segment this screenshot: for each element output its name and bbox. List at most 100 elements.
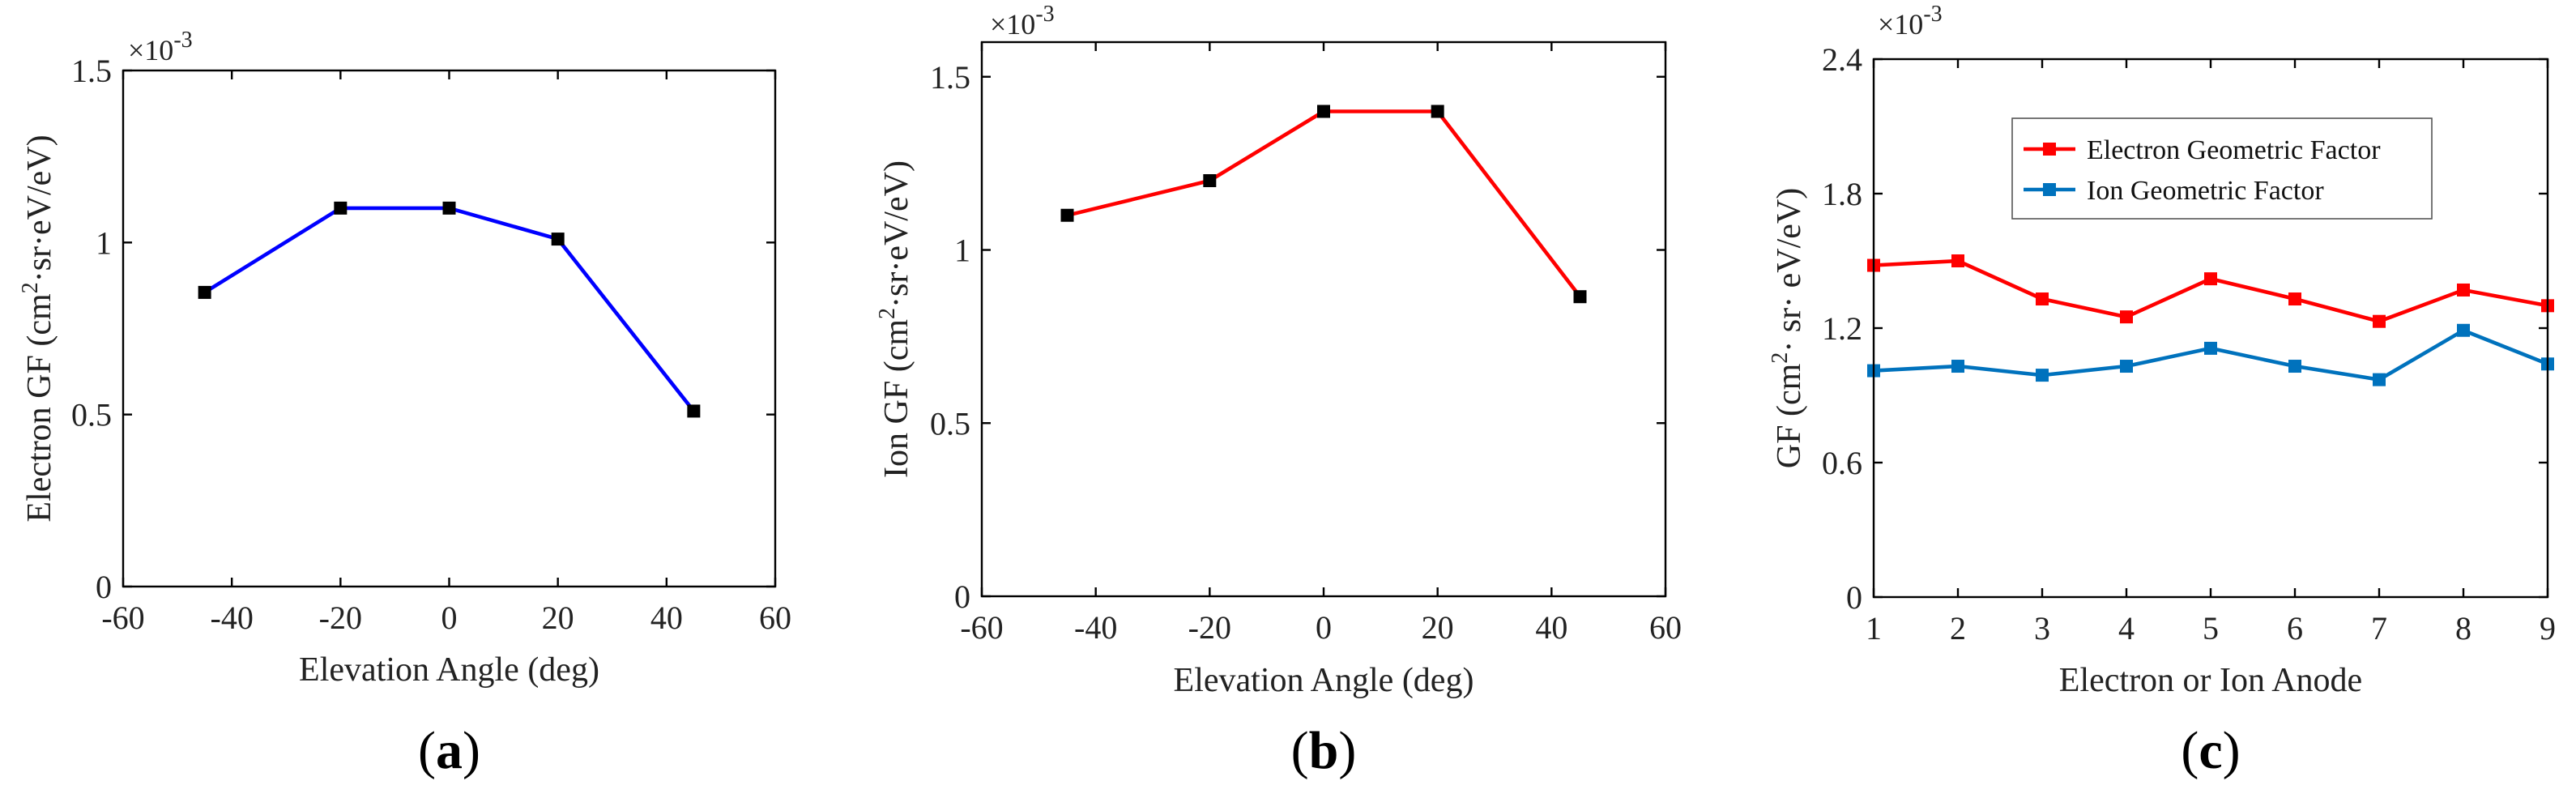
x-tick-label-b: 60: [1649, 609, 1682, 646]
data-point-c-1: [2204, 341, 2217, 355]
x-tick-label-c: 2: [1950, 610, 1966, 647]
y-exponent-label-c: ×10-3: [1878, 2, 1943, 41]
y-label-post-c: · sr· eV/eV): [1771, 188, 1808, 352]
x-tick-label-a: -60: [101, 600, 144, 636]
y-tick-label-b: 1.5: [930, 59, 970, 96]
data-point-a-0: [442, 201, 456, 215]
data-point-b-0: [1203, 174, 1217, 187]
exponent-base-b: ×10: [990, 8, 1035, 41]
data-point-c-1: [2036, 369, 2049, 382]
data-point-c-0: [1951, 254, 1964, 267]
y-tick-label-c: 0: [1846, 579, 1862, 616]
data-point-a-0: [687, 404, 701, 418]
y-label-sup-b: 2: [875, 308, 900, 319]
x-axis-label-b: Elevation Angle (deg): [1174, 662, 1474, 699]
x-tick-label-a: 60: [759, 600, 791, 636]
y-label-sup-a: 2: [18, 282, 43, 293]
panel-prefix-a: (: [418, 721, 436, 780]
axes-frame-a: [122, 69, 777, 588]
data-point-a-0: [334, 201, 348, 215]
data-point-c-1: [1951, 360, 1964, 373]
x-tick-label-b: -20: [1188, 609, 1231, 646]
chart-panel-a: -60 -40 -20 0 20 40 60 0 0.5 1 1.5 ×10-3 Elevation…: [18, 28, 791, 780]
panel-label-b: (b): [1291, 721, 1357, 780]
data-point-b-0: [1060, 208, 1074, 222]
legend-label-1: Ion Geometric Factor: [2087, 176, 2324, 206]
plot-area-a: [198, 201, 701, 418]
chart-panel-b: -60 -40 -20 0 20 40 60 0 0.5 1 1.5 ×10-3 Elevation…: [875, 2, 1682, 780]
x-tick-label-c: 3: [2034, 610, 2050, 647]
x-tick-label-c: 6: [2287, 610, 2303, 647]
x-tick-label-b: 0: [1316, 609, 1332, 646]
panel-prefix-c: (: [2181, 721, 2199, 780]
data-point-a-0: [198, 285, 211, 299]
panel-letter-a: a: [436, 721, 463, 780]
exponent-base-c: ×10: [1878, 8, 1923, 41]
legend-frame-c: [2011, 117, 2433, 220]
chart-panel-c: 1 2 3 4 5 6 7 8 9 0 0.6 1.2 1.8 2.4 ×10-3 Electron or…: [1768, 2, 2556, 780]
y-axis-label-b: Ion GF (cm2·sr·eV/eV): [875, 160, 915, 478]
y-tick-label-c: 2.4: [1822, 41, 1862, 78]
x-tick-label-a: 20: [542, 600, 574, 636]
y-label-sup-c: 2: [1768, 352, 1793, 364]
y-axis-label-c: GF (cm2· sr· eV/eV): [1768, 188, 1808, 468]
series-line-b-0: [1066, 109, 1582, 298]
x-axis-label-c: Electron or Ion Anode: [2059, 662, 2362, 699]
x-tick-label-c: 1: [1866, 610, 1882, 647]
x-tick-label-c: 4: [2118, 610, 2135, 647]
y-axis-label-a: Electron GF (cm2·sr·eV/eV): [18, 134, 58, 522]
y-exponent-label-a: ×10-3: [128, 28, 193, 66]
data-point-c-1: [2288, 360, 2301, 373]
axis-ticks-c: 1 2 3 4 5 6 7 8 9 0 0.6 1.2 1.8 2.4: [1822, 41, 2556, 647]
data-point-c-0: [2036, 292, 2049, 306]
data-point-c-0: [2288, 292, 2301, 306]
legend-swatch-marker-1: [2043, 183, 2056, 196]
exponent-power-c: -3: [1923, 2, 1942, 27]
y-label-post-a: ·sr·eV/eV): [21, 134, 58, 282]
panel-suffix-a: ): [463, 721, 480, 780]
plot-area-b: [1060, 105, 1587, 304]
data-point-c-0: [2457, 283, 2470, 297]
y-tick-label-b: 0: [954, 578, 970, 615]
data-point-c-1: [2120, 360, 2133, 373]
panel-suffix-b: ): [1338, 721, 1356, 780]
y-tick-label-c: 1.2: [1822, 310, 1862, 347]
y-tick-label-a: 0: [96, 569, 112, 605]
panel-letter-c: c: [2199, 721, 2222, 780]
y-tick-label-c: 0.6: [1822, 445, 1862, 481]
data-point-c-0: [2373, 314, 2386, 328]
x-tick-label-a: -40: [211, 600, 254, 636]
legend-c: Electron Geometric Factor Ion Geometric F…: [2011, 117, 2433, 220]
y-label-pre-a: Electron GF (cm: [21, 293, 58, 523]
data-point-b-0: [1317, 105, 1330, 118]
exponent-power-a: -3: [173, 28, 192, 53]
y-label-post-b: ·sr·eV/eV): [878, 160, 915, 308]
y-tick-label-a: 0.5: [71, 397, 112, 433]
series-line-c-0: [1873, 258, 2548, 324]
x-tick-label-c: 7: [2371, 610, 2387, 647]
data-point-b-0: [1431, 105, 1444, 118]
legend-entries-c: Electron Geometric Factor Ion Geometric F…: [2024, 135, 2381, 206]
panel-letter-b: b: [1309, 721, 1339, 780]
data-point-c-1: [2457, 323, 2470, 337]
panel-label-c: (c): [2181, 721, 2240, 780]
y-tick-label-b: 1: [954, 233, 970, 269]
x-tick-label-a: -20: [319, 600, 362, 636]
axes-frame-b: [980, 41, 1667, 598]
x-tick-label-c: 5: [2203, 610, 2219, 647]
x-tick-label-c: 8: [2455, 610, 2472, 647]
x-tick-label-b: -40: [1074, 609, 1117, 646]
y-label-pre-b: Ion GF (cm: [878, 319, 915, 478]
y-tick-label-c: 1.8: [1822, 176, 1862, 212]
x-tick-label-a: 40: [650, 600, 683, 636]
axes-frame-c: [1872, 58, 2549, 599]
y-tick-label-b: 0.5: [930, 405, 970, 442]
x-tick-label-b: 40: [1535, 609, 1567, 646]
panel-label-a: (a): [418, 721, 480, 780]
legend-swatch-marker-0: [2043, 143, 2056, 156]
x-tick-label-c: 9: [2540, 610, 2556, 647]
y-tick-label-a: 1.5: [71, 53, 112, 89]
x-tick-label-b: 20: [1422, 609, 1454, 646]
axis-ticks-b: -60 -40 -20 0 20 40 60 0 0.5 1 1.5: [930, 42, 1682, 646]
